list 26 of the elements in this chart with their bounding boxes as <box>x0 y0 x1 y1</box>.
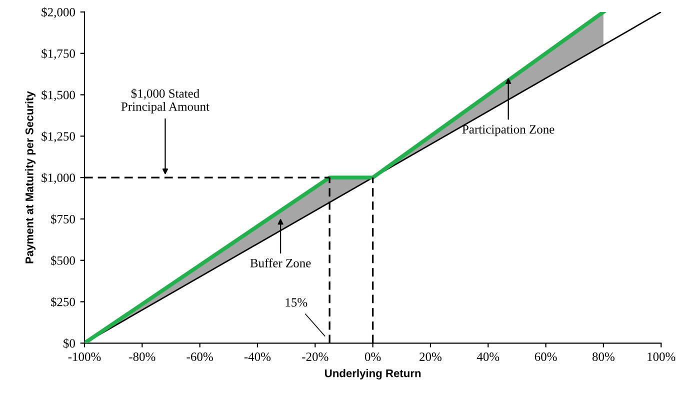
x-tick-label: -40% <box>244 352 271 362</box>
y-tick-label: $1,000 <box>42 172 75 184</box>
annotation: Participation Zone <box>462 125 554 136</box>
annotation: Buffer Zone <box>250 258 311 268</box>
x-tick-label: -20% <box>302 352 328 362</box>
y-tick-label: $0 <box>64 338 75 348</box>
y-tick-label: $1,750 <box>42 48 75 60</box>
x-tick-label: 40% <box>476 352 500 362</box>
x-axis-title: Underlying Return <box>325 369 421 380</box>
annotation: 15% <box>286 298 308 307</box>
y-tick-label: $500 <box>51 256 75 266</box>
x-tick-label: 0% <box>364 352 381 362</box>
x-tick-label: 20% <box>420 352 442 362</box>
y-tick-label: $1,250 <box>42 131 75 142</box>
x-tick-label: -80% <box>129 352 156 362</box>
x-tick-label: -100% <box>68 352 101 362</box>
x-tick-label: -60% <box>186 352 213 362</box>
x-tick-label: 80% <box>592 352 614 362</box>
y-axis-title: Payment at Maturity per Security <box>25 91 36 264</box>
y-tick-label: $250 <box>51 297 75 308</box>
annotation: $1,000 Stated Principal Amount <box>121 88 210 114</box>
x-tick-label: 60% <box>534 352 557 362</box>
x-tick-label: 100% <box>648 352 676 362</box>
y-tick-label: $1,500 <box>42 90 75 102</box>
y-tick-label: $750 <box>51 214 75 224</box>
y-tick-label: $2,000 <box>42 7 75 18</box>
